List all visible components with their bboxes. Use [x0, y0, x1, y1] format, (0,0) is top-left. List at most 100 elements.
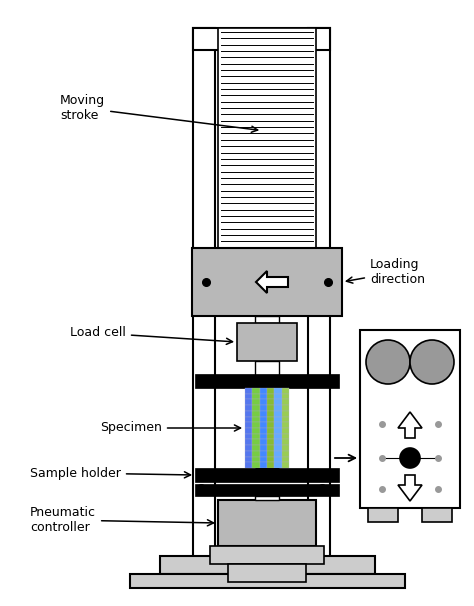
Bar — [228, 564, 306, 582]
Bar — [282, 451, 289, 456]
Polygon shape — [398, 475, 422, 501]
Bar — [274, 462, 282, 468]
Bar — [252, 462, 260, 468]
Bar — [260, 411, 267, 416]
Bar — [267, 399, 274, 405]
Bar — [274, 411, 282, 416]
Text: Load cell: Load cell — [70, 327, 233, 344]
Bar — [260, 445, 267, 451]
Bar — [255, 361, 279, 377]
Bar — [308, 28, 330, 576]
Bar — [267, 445, 274, 451]
Bar — [252, 388, 260, 394]
Bar — [282, 399, 289, 405]
Bar — [252, 428, 260, 434]
Bar — [252, 405, 260, 411]
Bar — [252, 456, 260, 462]
Bar — [267, 416, 274, 422]
Text: Moving
stroke: Moving stroke — [60, 94, 258, 132]
Bar — [282, 445, 289, 451]
Bar — [210, 546, 324, 564]
Bar — [245, 462, 252, 468]
Bar — [282, 388, 289, 394]
Bar — [267, 462, 274, 468]
Bar — [267, 439, 274, 445]
Bar — [274, 388, 282, 394]
Bar — [260, 422, 267, 428]
Bar — [282, 411, 289, 416]
Bar — [245, 434, 252, 439]
Bar — [282, 462, 289, 468]
Bar — [260, 405, 267, 411]
Bar — [267, 405, 274, 411]
Bar — [274, 405, 282, 411]
Circle shape — [400, 448, 420, 468]
Bar — [274, 394, 282, 399]
Bar — [260, 439, 267, 445]
Bar — [245, 451, 252, 456]
Bar — [267, 434, 274, 439]
Bar — [130, 574, 405, 588]
Polygon shape — [398, 412, 422, 438]
Bar — [252, 394, 260, 399]
Bar — [260, 416, 267, 422]
Bar — [245, 388, 252, 394]
Bar — [245, 416, 252, 422]
Bar — [274, 445, 282, 451]
Bar — [282, 428, 289, 434]
Bar — [245, 456, 252, 462]
Bar — [267, 422, 274, 428]
Bar — [245, 445, 252, 451]
Bar — [274, 428, 282, 434]
Bar — [282, 405, 289, 411]
Bar — [260, 388, 267, 394]
Bar — [267, 456, 274, 462]
Bar — [245, 428, 252, 434]
Bar — [260, 462, 267, 468]
Bar — [360, 330, 460, 508]
Circle shape — [410, 340, 454, 384]
Text: Specimen: Specimen — [100, 422, 240, 435]
Bar — [282, 439, 289, 445]
Bar — [260, 394, 267, 399]
Bar — [255, 496, 279, 500]
Bar — [252, 434, 260, 439]
Bar — [252, 439, 260, 445]
Bar — [282, 434, 289, 439]
Bar — [195, 468, 339, 482]
Bar — [274, 451, 282, 456]
Bar — [245, 422, 252, 428]
Bar — [245, 411, 252, 416]
Bar — [218, 28, 316, 256]
Text: Loading
direction: Loading direction — [346, 258, 425, 286]
Bar — [218, 500, 316, 546]
Bar — [260, 428, 267, 434]
Bar — [274, 416, 282, 422]
Bar — [260, 399, 267, 405]
Bar — [274, 422, 282, 428]
Bar — [260, 456, 267, 462]
Bar — [274, 439, 282, 445]
Bar — [252, 416, 260, 422]
Bar — [267, 428, 274, 434]
Bar — [267, 388, 274, 394]
Bar — [252, 411, 260, 416]
Bar — [260, 434, 267, 439]
Bar — [192, 248, 342, 316]
Bar — [274, 456, 282, 462]
Bar — [245, 405, 252, 411]
Bar — [160, 556, 375, 574]
Bar — [274, 399, 282, 405]
Bar — [267, 394, 274, 399]
Text: Pneumatic
controller: Pneumatic controller — [30, 506, 213, 534]
Polygon shape — [256, 271, 288, 293]
Bar — [255, 316, 279, 323]
Bar — [282, 422, 289, 428]
Bar — [245, 394, 252, 399]
Circle shape — [366, 340, 410, 384]
Bar — [267, 451, 274, 456]
Bar — [282, 394, 289, 399]
Bar — [252, 399, 260, 405]
Bar — [282, 456, 289, 462]
Bar — [252, 445, 260, 451]
